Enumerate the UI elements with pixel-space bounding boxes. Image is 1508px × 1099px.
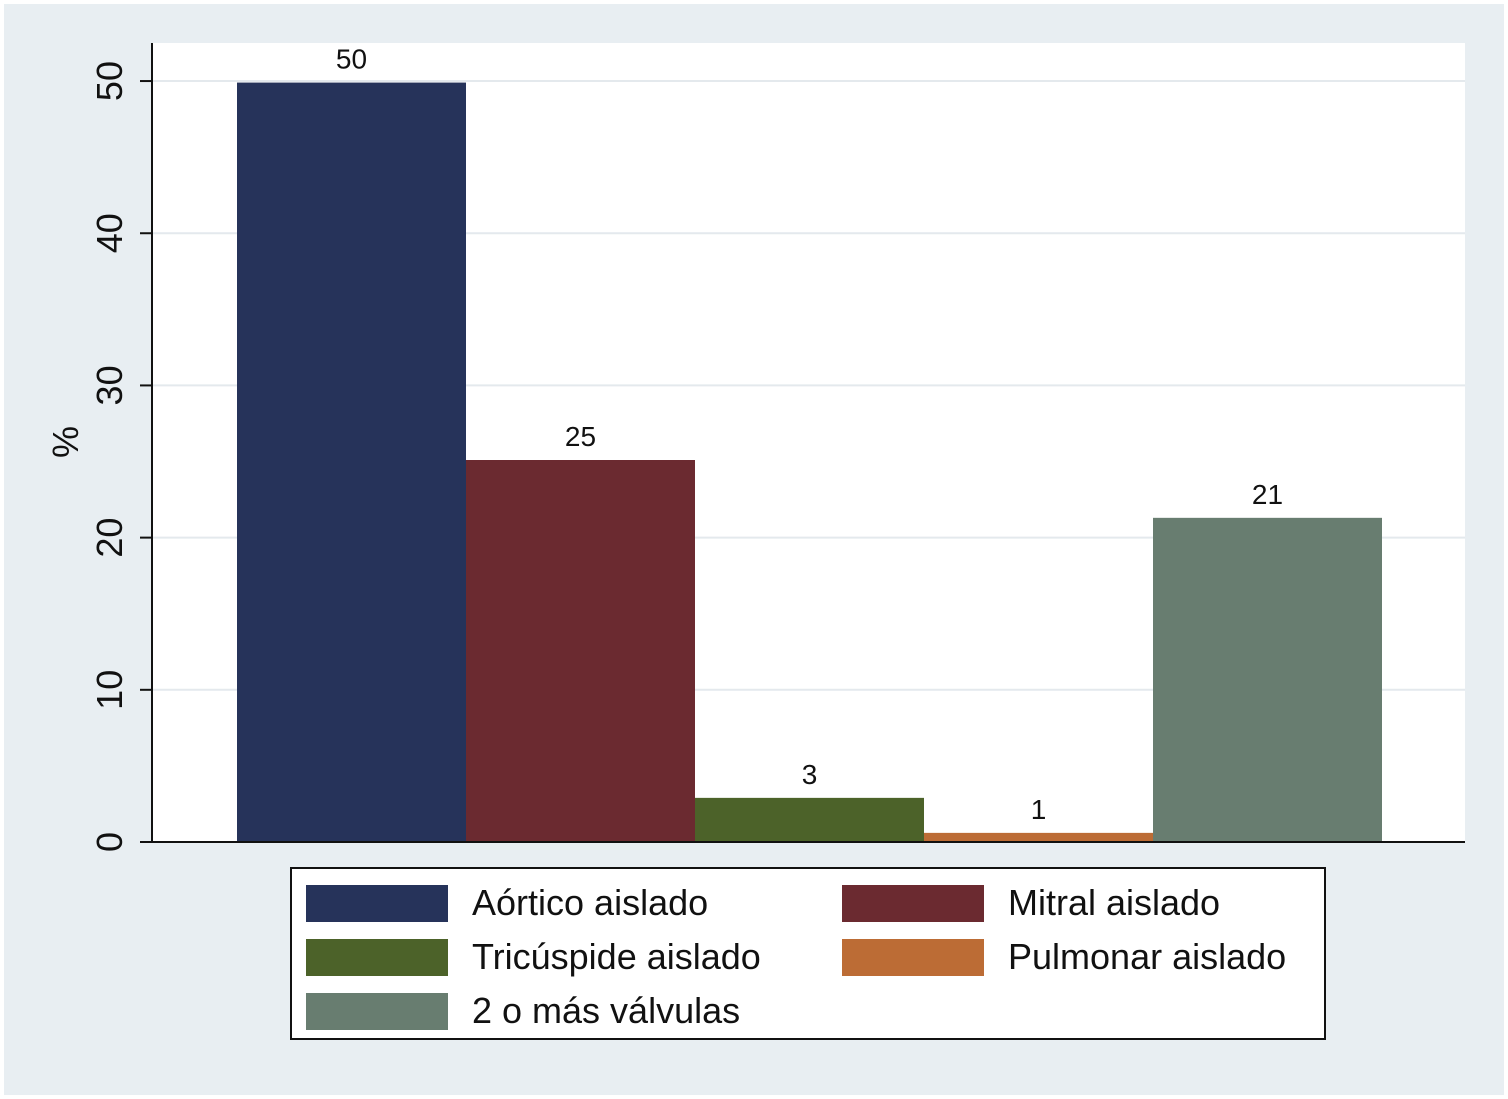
bar-4: [924, 832, 1153, 842]
bar-2: [466, 460, 695, 842]
legend-item: Tricúspide aislado: [306, 936, 761, 977]
legend-label: Pulmonar aislado: [1008, 936, 1287, 977]
legend-item: 2 o más válvulas: [306, 990, 741, 1031]
legend-label: Mitral aislado: [1008, 882, 1221, 923]
bar-3: [695, 797, 924, 842]
axes: 0 10 20 30 40 50: [89, 43, 1465, 852]
legend-swatch: [306, 938, 448, 976]
y-tick-label: 10: [89, 670, 130, 710]
data-label: 3: [802, 759, 818, 790]
data-labels: 50 25 3 1 21: [336, 44, 1283, 825]
y-tick-label: 30: [89, 365, 130, 405]
data-label: 21: [1252, 479, 1283, 510]
legend-label: Aórtico aislado: [472, 882, 709, 923]
legend-label: 2 o más válvulas: [472, 990, 741, 1031]
y-tick-label: 0: [89, 832, 130, 852]
legend-item: Aórtico aislado: [306, 882, 709, 923]
y-axis-title: %: [45, 426, 86, 458]
legend-item: Mitral aislado: [842, 882, 1221, 923]
y-tick-label: 40: [89, 213, 130, 253]
legend-swatch: [842, 938, 984, 976]
bars: [237, 82, 1382, 843]
y-tick-label: 50: [89, 61, 130, 101]
legend-swatch: [842, 884, 984, 922]
legend-swatch: [306, 992, 448, 1030]
legend: Aórtico aislado Mitral aislado Tricúspide …: [290, 867, 1326, 1040]
y-tick-label: 20: [89, 518, 130, 558]
data-label: 1: [1031, 794, 1047, 825]
legend-item: Pulmonar aislado: [842, 936, 1287, 977]
bar-1: [237, 82, 466, 843]
legend-label: Tricúspide aislado: [472, 936, 761, 977]
data-label: 50: [336, 44, 367, 75]
legend-swatch: [306, 884, 448, 922]
data-label: 25: [565, 421, 596, 452]
bar-5: [1153, 517, 1382, 842]
